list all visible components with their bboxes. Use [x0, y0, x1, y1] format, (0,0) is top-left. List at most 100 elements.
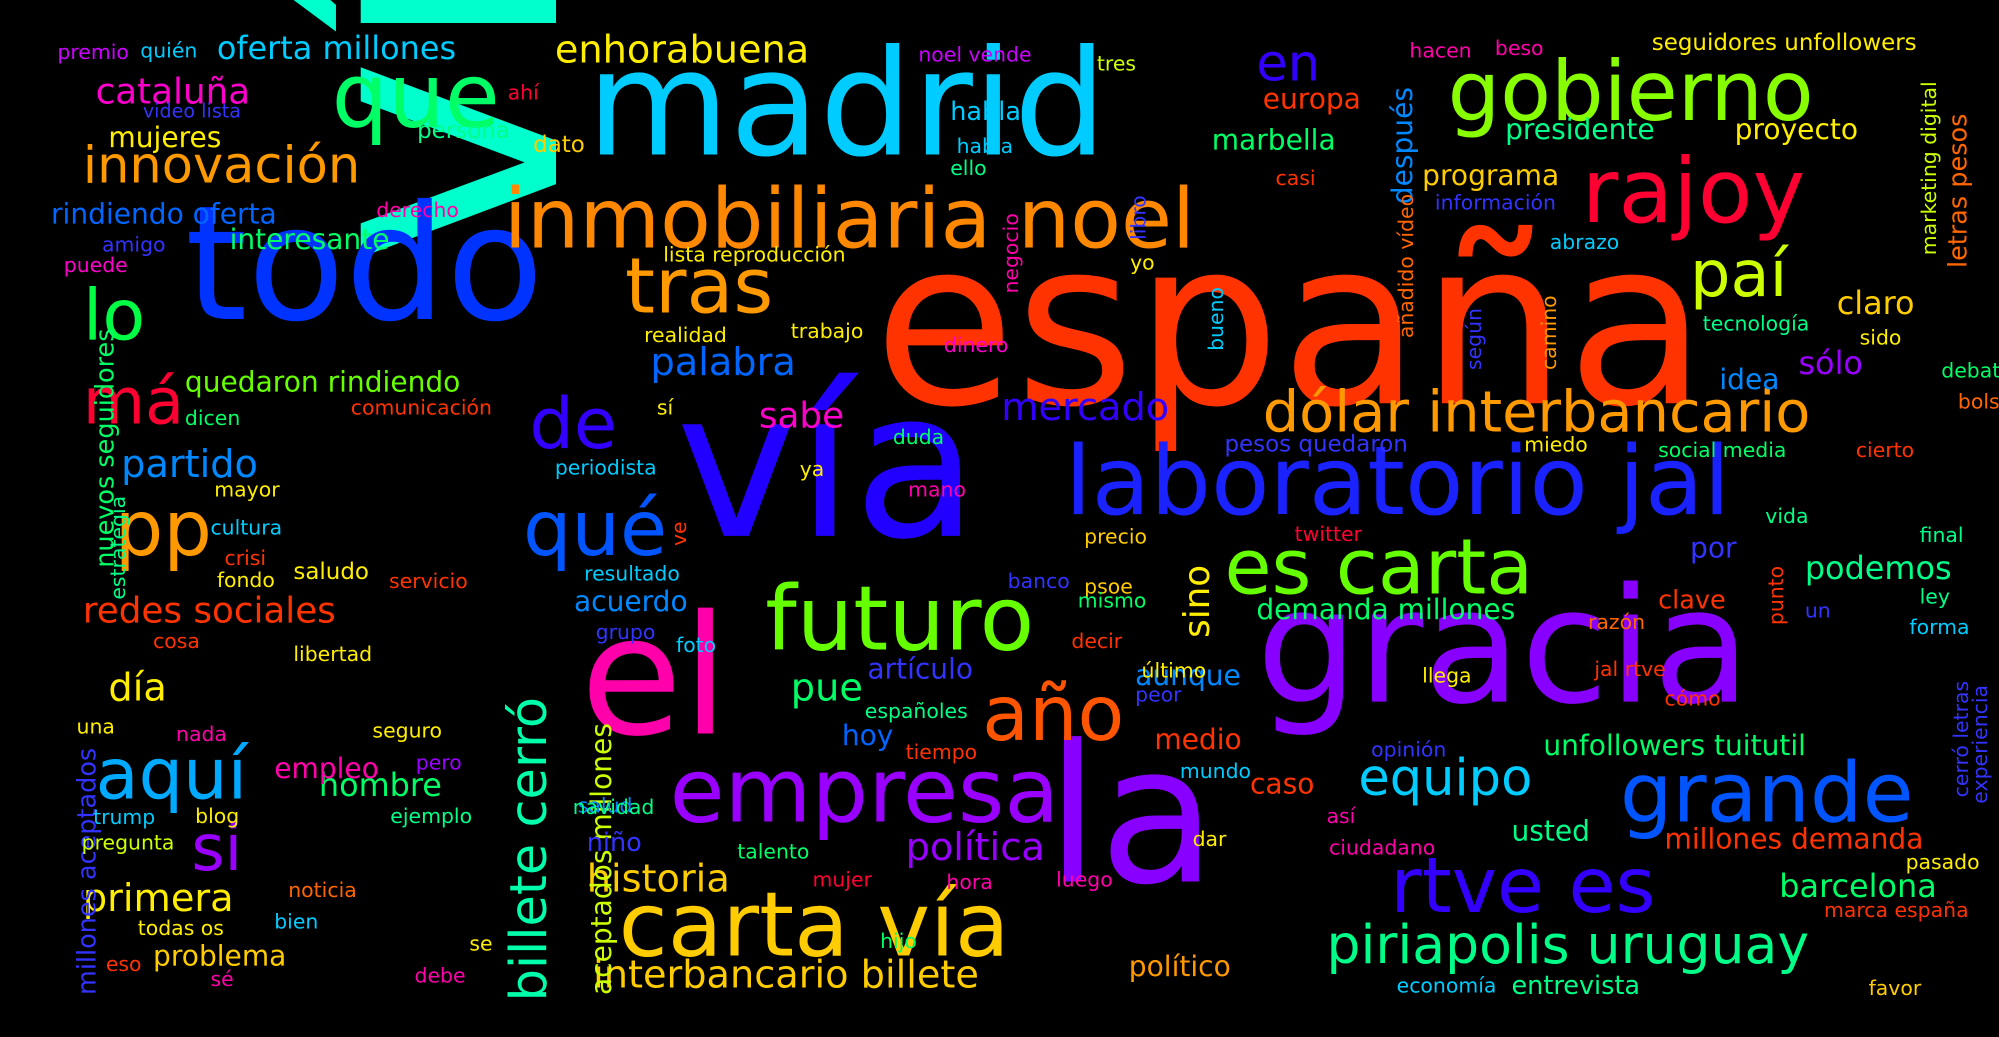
word-grupo: grupo	[595, 619, 656, 645]
word-despues: después	[1387, 86, 1420, 205]
word-piriapolis-uruguay: piriapolis uruguay	[1326, 913, 1810, 976]
word-mayor: mayor	[214, 477, 280, 502]
word-innovacion: innovación	[82, 136, 361, 196]
word-proyecto: proyecto	[1734, 114, 1859, 147]
word-duda: duda	[892, 424, 945, 449]
word-rtve-es: rtve es	[1390, 841, 1656, 932]
word-palabra: palabra	[650, 340, 796, 386]
word-laboratorio-jal: laboratorio jal	[1065, 424, 1731, 537]
word-anadido-video: añadido vídeo	[1394, 193, 1419, 338]
word-mundo: mundo	[1179, 758, 1252, 784]
word-ultimo: último	[1141, 658, 1207, 683]
word-libro: libro	[1126, 195, 1151, 240]
word-aunque: aunque	[1135, 660, 1241, 693]
word-partido: partido	[121, 442, 258, 488]
word-llega: llega	[1422, 663, 1472, 688]
word-tiempo: tiempo	[905, 739, 978, 765]
word-periodista: periodista	[554, 455, 657, 480]
word-salud: salud	[577, 793, 633, 818]
word-amigo: amigo	[102, 232, 166, 257]
word-tres: tres	[1096, 51, 1137, 76]
word-vida: vida	[1765, 503, 1809, 529]
word-dar: dar	[1192, 826, 1227, 851]
word-pasado: pasado	[1905, 849, 1980, 874]
word-aceptados-millones: aceptados millones	[586, 722, 619, 995]
word-sabe: sabe	[758, 394, 845, 437]
word-futuro: futuro	[765, 566, 1035, 671]
word-pue: pue	[790, 665, 863, 711]
word-economia: economía	[1396, 973, 1497, 998]
word-mujeres: mujeres	[108, 122, 222, 155]
word-caso: caso	[1249, 769, 1315, 801]
word-usted: usted	[1511, 816, 1590, 849]
word-idea: idea	[1719, 364, 1780, 397]
word-acuerdo: acuerdo	[573, 586, 688, 619]
word-talento: talento	[737, 839, 810, 864]
word-forma: forma	[1909, 614, 1970, 640]
word-millones-demanda: millones demanda	[1664, 823, 1924, 856]
word-ya: ya	[799, 456, 825, 481]
word-mano: mano	[908, 477, 966, 502]
word-quedaron-rindiendo: quedaron rindiendo	[184, 367, 461, 400]
word-cataluna: cataluña	[95, 70, 251, 113]
word-hijo: hijo	[880, 928, 917, 953]
word-negocio: negocio	[998, 213, 1023, 294]
word-libertad: libertad	[293, 641, 373, 666]
word-sino: sino	[1175, 564, 1219, 638]
word-espanoles: españoles	[864, 698, 968, 724]
word-estrategia: estrategia	[105, 495, 131, 600]
word-pp: pp	[114, 484, 212, 574]
word-todas-os: todas os	[137, 915, 224, 941]
word-ma: má	[82, 364, 185, 439]
word-miedo: miedo	[1524, 432, 1588, 457]
word-lo: lo	[82, 274, 146, 356]
word-saludo: saludo	[293, 558, 369, 586]
word-mercado: mercado	[1001, 385, 1170, 430]
word-fondo: fondo	[216, 567, 275, 592]
word-blog: blog	[195, 803, 240, 828]
word-opinion: opinión	[1371, 737, 1447, 762]
word-trabajo: trabajo	[790, 318, 864, 344]
word-presidente: presidente	[1505, 114, 1655, 147]
word-noel-vende: noel vende	[918, 42, 1032, 67]
word-tecnologia: tecnología	[1702, 311, 1810, 336]
word-peor: peor	[1135, 682, 1182, 707]
word-un: un	[1804, 598, 1831, 623]
word-letras-pesos: letras pesos	[1942, 113, 1974, 268]
word-segun: según	[1461, 307, 1486, 370]
word-gracia: gracia	[1256, 554, 1751, 740]
word-comunicacion: comunicación	[350, 395, 492, 420]
word-dinero: dinero	[943, 332, 1009, 358]
word-realidad: realidad	[644, 322, 727, 347]
word-decir: decir	[1071, 628, 1123, 654]
word-experiencia: experiencia	[1968, 684, 1993, 804]
word-resultado: resultado	[584, 561, 680, 586]
word-tras: tras	[624, 242, 774, 332]
word-por: por	[1690, 533, 1737, 566]
word-articulo: artículo	[867, 654, 974, 687]
word-luego: luego	[1056, 867, 1113, 892]
word-si: si	[191, 811, 243, 886]
word-derecho: derecho	[376, 197, 459, 222]
word-premio: premio	[57, 39, 129, 64]
word-precio: precio	[1084, 524, 1148, 549]
word-eso: eso	[105, 951, 142, 976]
word-abrazo: abrazo	[1549, 229, 1620, 254]
word-bien: bien	[274, 909, 319, 934]
word-crisi: crisi	[224, 545, 267, 571]
word-enhorabuena: enhorabuena	[554, 28, 810, 73]
word-se: sé	[210, 966, 234, 992]
word-hora: hora	[946, 869, 993, 895]
word-pesos-quedaron: pesos quedaron	[1224, 431, 1408, 458]
word-una: una	[76, 714, 115, 739]
word-rindiendo-oferta: rindiendo oferta	[51, 198, 277, 231]
word-mujer: mujer	[812, 867, 872, 892]
word-ve: ve	[667, 521, 692, 546]
word-demanda-millones: demanda millones	[1256, 594, 1516, 627]
word-unfollowers-tuitutil: unfollowers tuitutil	[1543, 730, 1806, 763]
word-ejemplo: ejemplo	[390, 803, 473, 828]
word-es-carta: es carta	[1224, 522, 1534, 613]
word-madrid: madrid	[586, 19, 1107, 191]
word-que: qué	[522, 484, 668, 574]
